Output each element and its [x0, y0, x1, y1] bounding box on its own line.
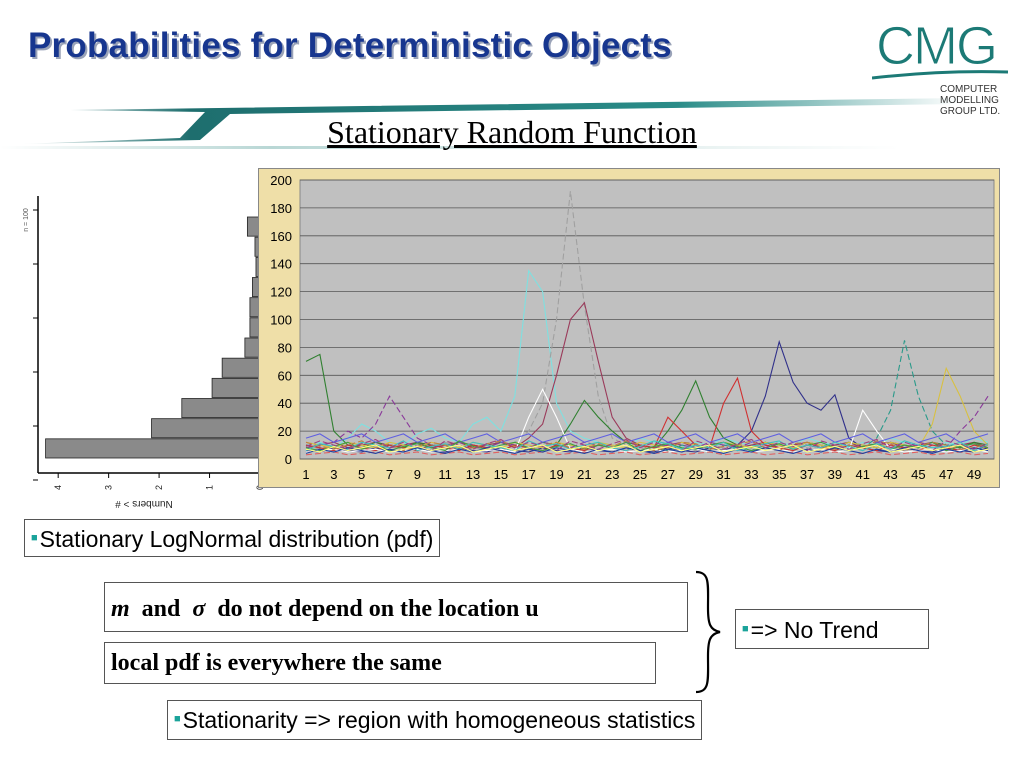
y-tick-label: 100 — [270, 313, 292, 328]
x-tick-label: 11 — [438, 467, 452, 482]
pdf-label-box: ■Stationary LogNormal distribution (pdf) — [24, 519, 441, 557]
histogram-tick-label: 2 — [154, 485, 164, 490]
x-tick-label: 43 — [883, 467, 897, 482]
pdf-label-text: Stationary LogNormal distribution (pdf) — [39, 526, 434, 552]
right-brace — [695, 570, 721, 694]
logo-wordmark: CMG — [876, 16, 996, 76]
x-tick-label: 49 — [967, 467, 981, 482]
x-tick-label: 45 — [911, 467, 925, 482]
logo-line-1: COMPUTER — [940, 84, 998, 95]
histogram-tick-label: 4 — [53, 485, 63, 490]
and-word: and — [141, 596, 181, 622]
x-tick-label: 15 — [494, 467, 508, 482]
stationarity-box: ■Stationarity => region with homogeneous… — [167, 700, 703, 740]
logo-company-name: COMPUTER MODELLING GROUP LTD. — [940, 84, 1000, 117]
y-tick-label: 20 — [278, 424, 292, 439]
x-tick-label: 33 — [744, 467, 758, 482]
series-line — [305, 447, 989, 454]
x-tick-label: 47 — [939, 467, 953, 482]
histogram-bar — [45, 438, 261, 459]
x-tick-label: 27 — [661, 467, 675, 482]
sigma-symbol: σ — [192, 596, 206, 622]
histogram-bar — [151, 418, 261, 439]
local-pdf-box: local pdf is everywhere the same — [104, 642, 656, 684]
x-tick-label: 1 — [302, 467, 309, 482]
x-tick-label: 31 — [716, 467, 730, 482]
x-tick-label: 17 — [521, 467, 535, 482]
x-tick-label: 29 — [688, 467, 702, 482]
location-text: do not depend on the location u — [217, 596, 539, 622]
x-tick-label: 37 — [800, 467, 814, 482]
header-swoosh — [0, 98, 960, 149]
series-line — [305, 440, 989, 452]
x-tick-label: 5 — [358, 467, 365, 482]
x-tick-label: 13 — [466, 467, 480, 482]
x-tick-label: 25 — [633, 467, 647, 482]
bullet-icon: ■ — [31, 532, 38, 544]
no-trend-text: => No Trend — [750, 617, 879, 643]
local-pdf-text: local pdf is everywhere the same — [111, 650, 442, 676]
y-tick-label: 180 — [270, 201, 292, 216]
histogram-bar — [211, 377, 261, 398]
histogram-axis-label: Numbers > # — [115, 498, 173, 509]
x-tick-label: 39 — [828, 467, 842, 482]
bullet-icon: ■ — [742, 623, 749, 635]
series-line — [305, 440, 989, 452]
cmg-logo-mark: CMG — [871, 16, 1009, 80]
m-symbol: m — [111, 596, 130, 622]
y-tick-label: 120 — [270, 285, 292, 300]
company-logo: CMG COMPUTER MODELLING GROUP LTD. — [871, 14, 1012, 124]
y-tick-label: 160 — [270, 229, 292, 244]
series-line — [305, 433, 989, 443]
logo-line-3: GROUP LTD. — [940, 106, 1001, 117]
no-trend-box: ■=> No Trend — [735, 609, 929, 649]
logo-line-2: MODELLING — [940, 95, 999, 106]
x-tick-label: 21 — [577, 467, 591, 482]
slide-title: Probabilities for Deterministic Objects — [28, 26, 672, 65]
y-tick-label: 140 — [270, 257, 292, 272]
y-tick-label: 60 — [278, 368, 292, 383]
histogram-bar — [181, 398, 261, 419]
stationarity-text: Stationarity => region with homogeneous … — [182, 707, 696, 733]
series-line — [305, 395, 989, 449]
location-box: m and σ do not depend on the location u — [104, 582, 688, 632]
y-tick-label: 0 — [285, 452, 292, 467]
histogram-figure: 43210 n = 100 Numbers > # — [23, 196, 265, 509]
x-tick-label: 41 — [856, 467, 870, 482]
histogram-tick-label: 1 — [205, 485, 215, 490]
x-tick-label: 9 — [414, 467, 421, 482]
series-line — [305, 451, 989, 456]
bullet-icon: ■ — [174, 713, 181, 725]
series-line — [305, 444, 989, 453]
slide-subtitle: Stationary Random Function — [327, 114, 697, 150]
x-tick-label: 7 — [386, 467, 393, 482]
series-line — [305, 440, 989, 452]
histogram-bar — [221, 357, 261, 378]
y-tick-label: 40 — [278, 396, 292, 411]
y-tick-label: 200 — [270, 173, 292, 188]
x-tick-label: 3 — [330, 467, 337, 482]
y-tick-label: 80 — [278, 340, 292, 355]
x-tick-label: 19 — [549, 467, 563, 482]
x-tick-label: 23 — [605, 467, 619, 482]
x-tick-label: 35 — [772, 467, 786, 482]
histogram-sample-label: n = 100 — [23, 208, 30, 232]
histogram-tick-label: 3 — [104, 485, 114, 490]
